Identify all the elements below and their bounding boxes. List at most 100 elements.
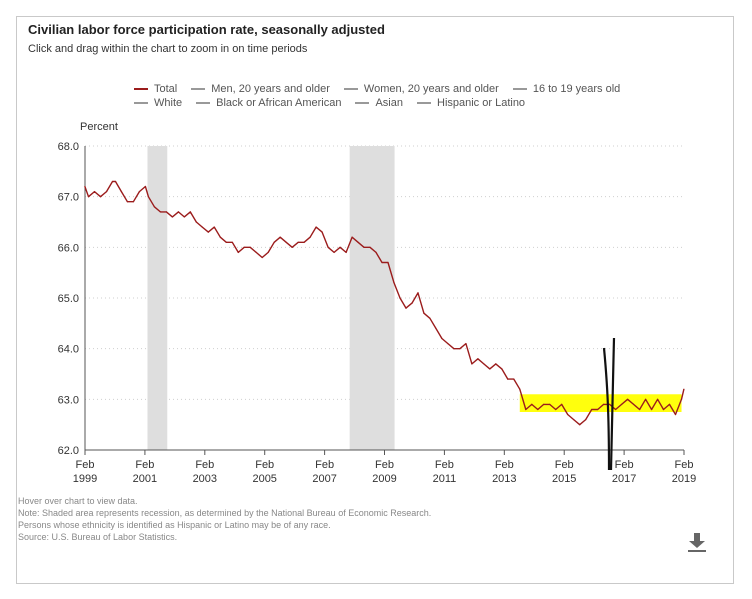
download-button[interactable]: [686, 531, 708, 553]
legend-label: Black or African American: [216, 97, 342, 109]
highlight-band: [519, 394, 682, 412]
data-point: [219, 236, 221, 238]
data-point: [126, 201, 128, 203]
data-point: [165, 211, 167, 213]
series-group: [84, 180, 685, 426]
data-point: [567, 413, 569, 416]
recession-bands: [147, 146, 395, 450]
x-tick-month: Feb: [555, 459, 574, 471]
data-point: [273, 241, 275, 243]
data-point: [309, 236, 311, 238]
data-point: [351, 236, 353, 238]
legend-item-hispanic[interactable]: Hispanic or Latino: [417, 97, 525, 109]
x-tick-year: 2011: [433, 473, 457, 485]
data-point: [369, 246, 371, 248]
x-tick-month: Feb: [315, 459, 334, 471]
x-tick-year: 2001: [133, 473, 157, 485]
data-point: [243, 246, 245, 248]
data-point: [315, 226, 317, 228]
data-point: [627, 398, 629, 400]
x-tick-month: Feb: [76, 459, 95, 471]
legend-item-teens[interactable]: 16 to 19 years old: [512, 83, 620, 95]
legend-row-1: Total Men, 20 years and older Women, 20 …: [134, 83, 634, 95]
legend-item-asian[interactable]: Asian: [355, 97, 403, 109]
data-point: [662, 408, 665, 411]
data-point: [405, 307, 407, 309]
data-point: [87, 196, 90, 198]
data-point: [501, 368, 503, 370]
legend-item-white[interactable]: White: [134, 97, 182, 109]
data-point: [381, 261, 383, 264]
data-point: [357, 241, 359, 243]
chart-notes: Hover over chart to view data. Note: Sha…: [18, 495, 431, 543]
legend-swatch-icon: [512, 88, 527, 90]
data-point: [459, 348, 461, 350]
data-point: [177, 211, 179, 213]
data-point: [375, 251, 377, 253]
data-point: [147, 196, 149, 198]
x-tick-year: 2003: [193, 473, 217, 485]
legend-item-black[interactable]: Black or African American: [196, 97, 341, 109]
data-point: [674, 413, 677, 416]
highlight-rect: [519, 394, 682, 412]
legend-swatch-icon: [191, 88, 206, 90]
data-point: [93, 191, 96, 193]
source-note: Source: U.S. Bureau of Labor Statistics.: [18, 532, 178, 542]
data-point: [111, 180, 114, 183]
data-point: [171, 216, 173, 218]
x-tick-year: 2013: [492, 473, 516, 485]
legend-label: Total: [154, 83, 178, 95]
data-point: [267, 251, 269, 253]
data-point: [363, 246, 365, 248]
y-tick-label: 65.0: [58, 293, 79, 305]
data-point: [387, 261, 389, 264]
data-point: [483, 363, 485, 365]
legend-item-total[interactable]: Total: [134, 83, 177, 95]
data-point: [668, 403, 671, 405]
x-tick-month: Feb: [675, 459, 694, 471]
legend-item-men[interactable]: Men, 20 years and older: [191, 83, 330, 95]
data-point: [585, 419, 587, 421]
data-point: [683, 388, 685, 390]
annotation-stroke: [602, 347, 611, 471]
x-tick-year: 1999: [73, 473, 97, 485]
data-point: [615, 408, 617, 411]
data-point: [555, 408, 557, 411]
data-point: [645, 398, 647, 400]
y-tick-label: 66.0: [58, 242, 79, 254]
legend-label: Asian: [375, 97, 403, 109]
recession-note: Note: Shaded area represents recession, …: [18, 508, 432, 518]
data-point: [441, 337, 443, 340]
data-point: [489, 368, 491, 370]
data-point: [195, 221, 197, 223]
legend-item-women[interactable]: Women, 20 years and older: [343, 83, 499, 95]
data-point: [249, 246, 251, 248]
x-tick-month: Feb: [255, 459, 274, 471]
data-point: [114, 180, 117, 183]
data-point: [207, 231, 209, 233]
x-tick-year: 2017: [612, 473, 636, 485]
y-tick-label: 67.0: [58, 192, 79, 204]
data-point: [429, 317, 431, 319]
y-tick-label: 62.0: [58, 445, 79, 457]
data-point: [471, 363, 473, 365]
data-point: [417, 292, 419, 294]
data-point: [183, 216, 185, 218]
x-tick-month: Feb: [495, 459, 514, 471]
data-point: [255, 251, 257, 253]
data-point: [159, 211, 161, 213]
data-point: [561, 403, 563, 405]
data-point: [399, 297, 401, 299]
legend-swatch-icon: [134, 88, 148, 90]
data-point: [495, 363, 497, 365]
data-point: [543, 403, 545, 405]
data-point: [189, 211, 191, 213]
x-tick-month: Feb: [435, 459, 454, 471]
data-point: [453, 348, 455, 350]
data-point: [261, 256, 263, 259]
legend-label: White: [154, 97, 183, 109]
data-point: [657, 398, 659, 400]
legend-swatch-icon: [134, 102, 148, 104]
legend-label: Hispanic or Latino: [437, 97, 526, 109]
